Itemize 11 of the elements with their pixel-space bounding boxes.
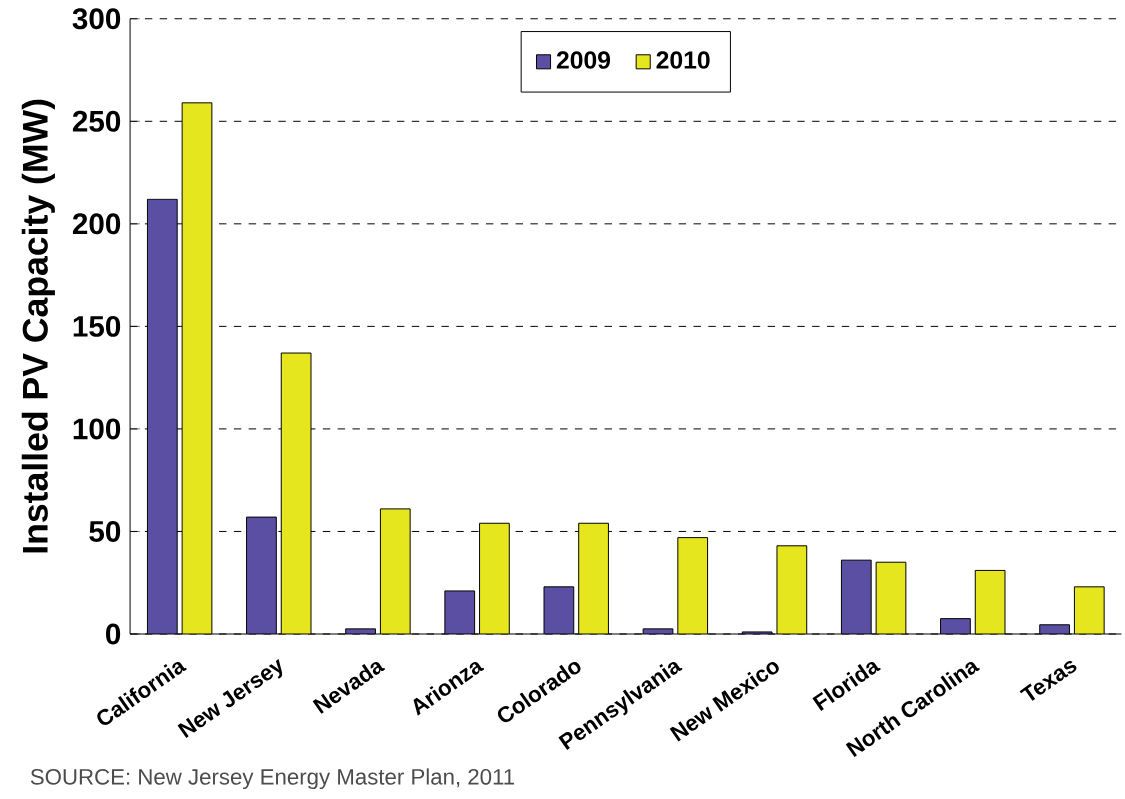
y-tick-label: 100 bbox=[73, 418, 121, 440]
legend-label: 2009 bbox=[556, 51, 611, 69]
y-tick-label: 0 bbox=[106, 623, 121, 645]
legend-label: 2010 bbox=[656, 51, 710, 69]
y-tick-label: 50 bbox=[89, 520, 121, 542]
source-note: SOURCE: New Jersey Energy Master Plan, 2011 bbox=[30, 768, 515, 789]
y-tick-label: 200 bbox=[72, 213, 121, 235]
y-tick-label: 150 bbox=[73, 315, 121, 337]
y-tick-label: 300 bbox=[72, 8, 121, 30]
y-axis-title: Installed PV Capacity (MW) bbox=[21, 99, 55, 553]
y-tick-label: 250 bbox=[72, 110, 121, 132]
